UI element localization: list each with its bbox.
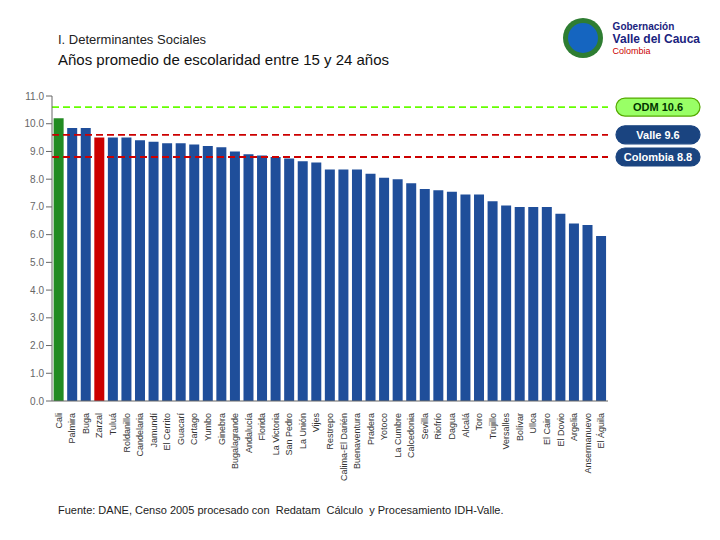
- svg-text:Argelia: Argelia: [569, 413, 579, 441]
- svg-text:Calima-El Da­rién: Calima-El Da­rién: [339, 413, 349, 481]
- svg-text:11.0: 11.0: [25, 91, 44, 102]
- svg-text:1.0: 1.0: [30, 368, 44, 379]
- svg-text:Buenaventura: Buenaventura: [352, 413, 362, 469]
- svg-text:10.0: 10.0: [25, 118, 45, 129]
- svg-text:Jamundí: Jamundí: [149, 413, 159, 448]
- svg-text:Yumbo: Yumbo: [203, 413, 213, 441]
- svg-text:Andalucía: Andalucía: [244, 413, 254, 453]
- svg-text:Pradera: Pradera: [366, 413, 376, 445]
- svg-text:El Águila: El Águila: [596, 413, 606, 449]
- svg-text:5.0: 5.0: [30, 257, 44, 268]
- svg-text:Palmira: Palmira: [67, 413, 77, 444]
- html-text:Gobernación: Gobernación: [612, 20, 675, 32]
- svg-text:ODM 10.6: ODM 10.6: [633, 101, 683, 113]
- svg-text:Versalles: Versalles: [501, 413, 511, 450]
- svg-text:Trujillo: Trujillo: [488, 413, 498, 439]
- html-text:Valle del Cauca: Valle del Cauca: [612, 31, 700, 46]
- html-text:Años promedio de escolaridad e: Años promedio de escolaridad entre 15 y …: [58, 51, 390, 68]
- svg-text:Cali: Cali: [54, 413, 64, 429]
- svg-text:El Cairo: El Cairo: [542, 413, 552, 445]
- svg-text:Restrepo: Restrepo: [325, 413, 335, 450]
- html-text:Colombia: Colombia: [612, 45, 651, 56]
- svg-text:Flo­ri­da: Flo­ri­da: [257, 413, 267, 441]
- svg-text:Bolívar: Bolívar: [515, 413, 525, 441]
- svg-text:San Pedro: San Pedro: [284, 413, 294, 456]
- svg-text:Riofrío: Riofrío: [433, 413, 443, 440]
- svg-text:Roldanillo: Roldanillo: [122, 413, 132, 453]
- svg-text:Bugalagrande: Bugalagrande: [230, 413, 240, 469]
- svg-text:Colombia 8.8: Colombia 8.8: [624, 151, 692, 163]
- html-text:Fuente: DANE, Censo 2005 proce: Fuente: DANE, Censo 2005 procesado con R…: [58, 504, 504, 516]
- svg-text:Ulloa: Ulloa: [528, 413, 538, 434]
- svg-text:Guacarí: Guacarí: [176, 413, 186, 446]
- svg-text:El Cerrito: El Cerrito: [162, 413, 172, 451]
- svg-text:8.0: 8.0: [30, 174, 44, 185]
- svg-text:7.0: 7.0: [30, 201, 44, 212]
- svg-text:Alcalá: Alcalá: [461, 413, 471, 438]
- svg-text:6.0: 6.0: [30, 229, 44, 240]
- svg-text:Buga: Buga: [81, 413, 91, 434]
- svg-text:Ansermanuevo: Ansermanuevo: [583, 413, 593, 474]
- svg-text:Ginebra: Ginebra: [217, 413, 227, 445]
- svg-text:Calcedonia: Calcedonia: [406, 413, 416, 458]
- svg-text:Cartago: Cartago: [189, 413, 199, 445]
- svg-text:9.0: 9.0: [30, 146, 44, 157]
- svg-text:La Victoria: La Victoria: [271, 413, 281, 455]
- html-text:I. Determinantes Sociales: I. Determinantes Sociales: [58, 32, 207, 47]
- svg-text:3.0: 3.0: [30, 312, 44, 323]
- svg-text:Candelaria: Candelaria: [135, 413, 145, 457]
- svg-text:El Dovio: El Dovio: [556, 413, 566, 447]
- svg-text:4.0: 4.0: [30, 285, 44, 296]
- svg-text:Toro: Toro: [474, 413, 484, 431]
- svg-text:Vijes: Vijes: [311, 413, 321, 433]
- svg-text:La Cumbre: La Cumbre: [393, 413, 403, 458]
- svg-text:Valle 9.6: Valle 9.6: [636, 129, 679, 141]
- svg-text:Zarzal: Zarzal: [94, 413, 104, 438]
- svg-text:La Unión: La Unión: [298, 413, 308, 449]
- svg-text:Sevilla: Sevilla: [420, 413, 430, 440]
- svg-text:Dagua: Dagua: [447, 413, 457, 440]
- svg-text:0.0: 0.0: [30, 396, 44, 407]
- svg-text:Yotoco: Yotoco: [379, 413, 389, 440]
- svg-text:Tuluá: Tuluá: [108, 413, 118, 435]
- svg-text:2.0: 2.0: [30, 340, 44, 351]
